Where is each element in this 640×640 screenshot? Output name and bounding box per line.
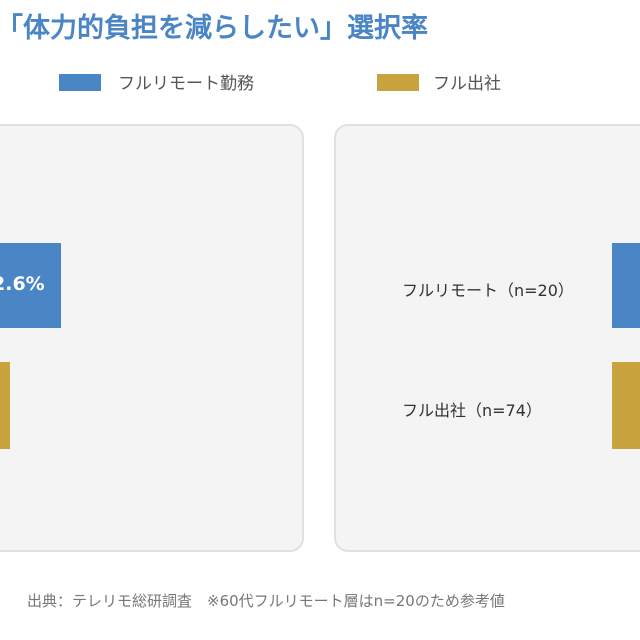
category-label-office: フル出社（n=74） [402,401,542,420]
source-note: 出典：テレリモ総研調査 ※60代フルリモート層はn=20のため参考値 [27,592,505,610]
legend-label-office: フル出社 [433,74,501,94]
chart-title: 「体力的負担を減らしたい」選択率 [0,13,428,44]
legend-swatch-office [377,74,419,91]
value-label-left-remote: 2.6% [0,273,45,295]
right-panel [334,124,640,552]
bar-right-office [612,362,640,449]
legend-label-remote: フルリモート勤務 [118,74,254,94]
legend-swatch-remote [59,74,101,91]
bar-right-remote [612,243,640,328]
bar-left-office [0,362,10,449]
left-panel [0,124,304,552]
category-label-remote: フルリモート（n=20） [402,281,574,300]
bar-left-remote [0,243,61,328]
